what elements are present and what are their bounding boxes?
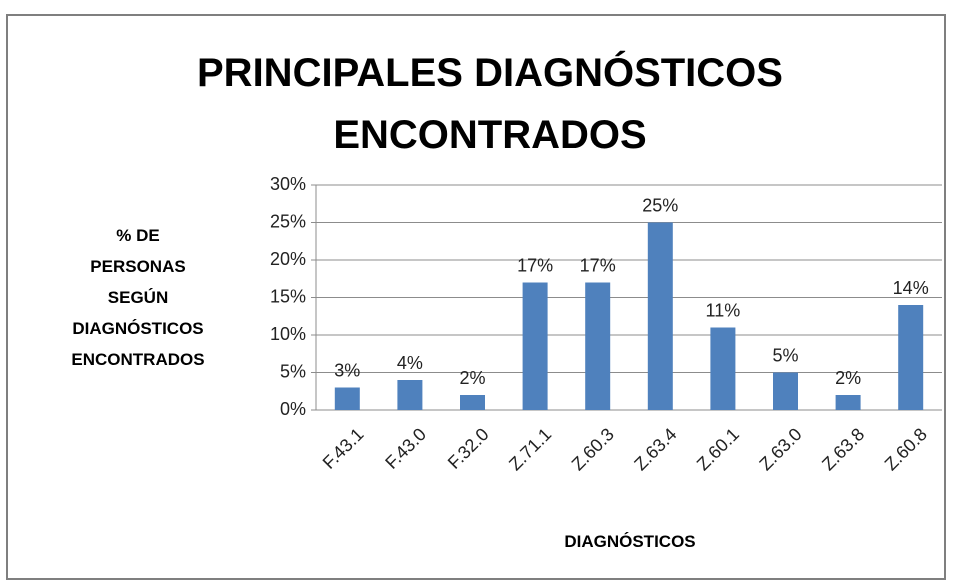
bar [898, 305, 924, 410]
bar [585, 282, 611, 410]
data-label: 17% [517, 255, 553, 275]
data-label: 2% [459, 368, 485, 388]
data-label: 11% [706, 300, 741, 320]
x-axis-label: DIAGNÓSTICOS [564, 532, 696, 551]
y-tick-label: 5% [280, 361, 306, 381]
x-tick-label: Z.60.1 [693, 424, 743, 474]
chart-title: PRINCIPALES DIAGNÓSTICOS ENCONTRADOS [197, 51, 783, 157]
chart-frame [6, 14, 946, 580]
x-tick-label: Z.60.3 [568, 424, 618, 474]
bar [397, 380, 423, 410]
data-label: 3% [334, 360, 360, 380]
x-tick-label: F.32.0 [444, 424, 493, 473]
x-tick-label: Z.63.4 [630, 424, 680, 474]
data-label: 5% [772, 345, 798, 365]
y-tick-label: 25% [270, 211, 306, 231]
x-tick-label: F.43.0 [381, 424, 430, 473]
data-label: 2% [835, 368, 861, 388]
bar [522, 282, 548, 410]
bar [647, 222, 673, 410]
bar [334, 387, 360, 410]
bar [710, 327, 736, 410]
x-tick-label: Z.71.1 [505, 424, 555, 474]
x-tick-label: F.43.1 [319, 424, 368, 473]
y-tick-label: 10% [270, 324, 306, 344]
x-tick-label: Z.63.0 [755, 424, 805, 474]
y-tick-label: 15% [270, 286, 306, 306]
x-tick-label: Z.60.8 [881, 424, 931, 474]
bar [460, 395, 485, 410]
data-label: 25% [642, 195, 678, 215]
data-label: 4% [397, 353, 423, 373]
y-tick-label: 20% [270, 249, 306, 269]
data-label: 17% [580, 255, 616, 275]
bar [773, 372, 798, 410]
y-tick-label: 0% [280, 399, 306, 419]
data-label: 14% [893, 278, 929, 298]
x-tick-label: Z.63.8 [818, 424, 868, 474]
y-tick-label: 30% [270, 174, 306, 194]
y-axis-label: % DE PERSONAS SEGÚN DIAGNÓSTICOS ENCONTR… [71, 226, 205, 369]
bar [835, 395, 861, 410]
